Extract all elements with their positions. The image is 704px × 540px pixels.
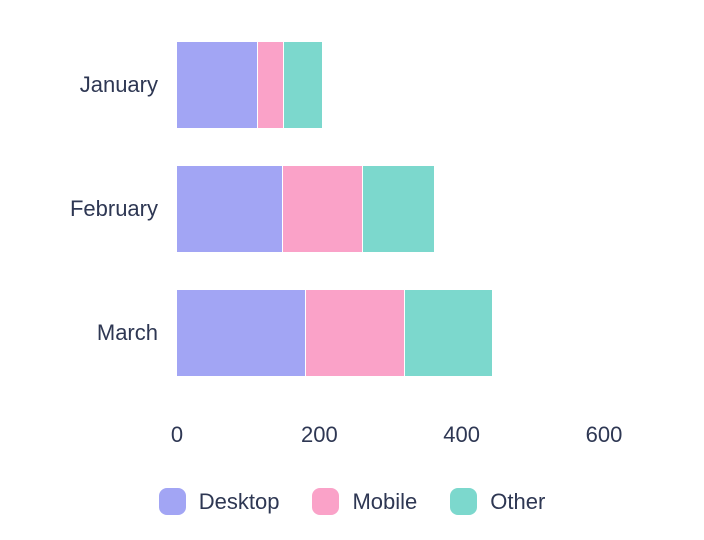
bar-segment-mobile-march[interactable] [305, 290, 405, 376]
legend-label-mobile: Mobile [352, 488, 418, 514]
legend-item-mobile[interactable]: Mobile [312, 488, 417, 515]
x-tick-600: 600 [585, 422, 623, 447]
bar-segment-other-march[interactable] [404, 290, 493, 376]
bar-row-march [177, 290, 493, 376]
legend-swatch-other [450, 488, 478, 515]
category-label-february: February [69, 196, 158, 221]
bar-row-february [177, 166, 434, 252]
x-tick-200: 200 [300, 422, 338, 447]
x-tick-0: 0 [170, 422, 184, 447]
bar-segment-desktop-february[interactable] [177, 166, 284, 252]
bar-segment-desktop-january[interactable] [177, 42, 259, 128]
bar-segment-other-january[interactable] [284, 42, 323, 128]
category-label-january: January [79, 72, 158, 97]
legend-label-desktop: Desktop [198, 488, 280, 514]
legend: Desktop Mobile Other [0, 488, 704, 515]
x-tick-400: 400 [443, 422, 481, 447]
legend-label-other: Other [490, 488, 546, 514]
bar-segment-other-february[interactable] [362, 166, 434, 252]
legend-item-other[interactable]: Other [450, 488, 545, 515]
bar-segment-desktop-march[interactable] [177, 290, 306, 376]
legend-item-desktop[interactable]: Desktop [158, 488, 280, 515]
category-label-march: March [96, 320, 158, 345]
bar-row-january [177, 42, 323, 128]
bar-segment-mobile-february[interactable] [283, 166, 363, 252]
legend-swatch-mobile [312, 488, 340, 515]
legend-swatch-desktop [158, 488, 186, 515]
bar-segment-mobile-january[interactable] [258, 42, 285, 128]
